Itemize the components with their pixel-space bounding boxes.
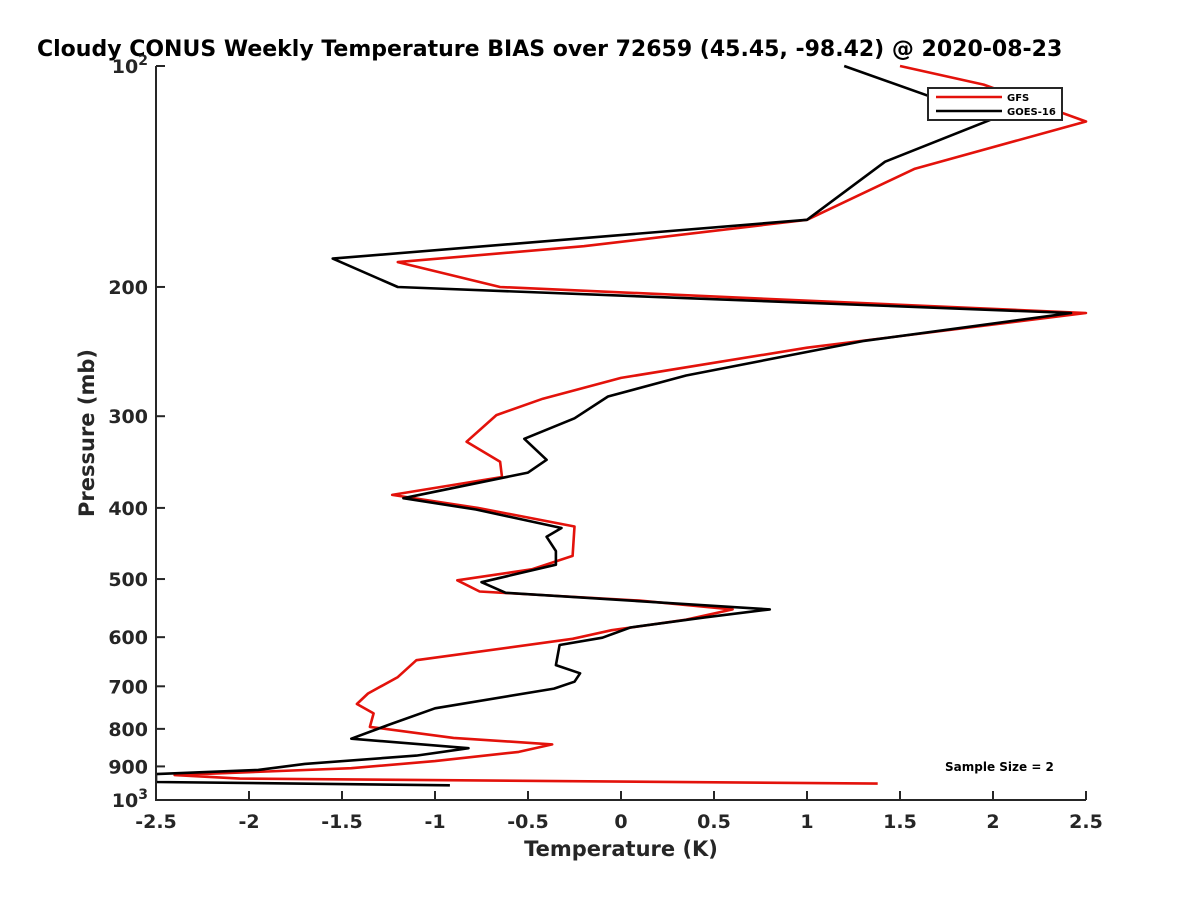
- y-axis-label: Pressure (mb): [75, 349, 99, 517]
- x-tick-label: 2: [986, 811, 999, 833]
- x-tick-label: 0: [614, 811, 627, 833]
- series-line-goes16: [156, 64, 1073, 787]
- x-tick-label: -1: [424, 811, 445, 833]
- x-tick-label: 0.5: [697, 811, 731, 833]
- x-tick-label: -2.5: [135, 811, 177, 833]
- x-tick-label: -1.5: [321, 811, 363, 833]
- x-tick-label: 1: [800, 811, 813, 833]
- axes: [155, 66, 1086, 801]
- x-tick-label: 2.5: [1069, 811, 1103, 833]
- x-tick-label: -0.5: [507, 811, 549, 833]
- y-ticks: 102 200 300 400 500 600 700 800 900 103: [108, 53, 165, 812]
- y-tick-label: 700: [108, 676, 148, 698]
- plot-area: [156, 64, 1088, 787]
- y-tick-label: 600: [108, 627, 148, 649]
- y-tick-label: 500: [108, 569, 148, 591]
- x-axis-label: Temperature (K): [524, 837, 718, 861]
- y-tick-label: 800: [108, 719, 148, 741]
- y-tick-label: 300: [108, 406, 148, 428]
- legend-box: [927, 87, 1063, 121]
- sample-size-annotation: Sample Size = 2: [945, 760, 1054, 774]
- x-tick-label: 1.5: [883, 811, 917, 833]
- y-tick-label: 102: [112, 53, 148, 78]
- y-tick-label: 200: [108, 277, 148, 299]
- x-ticks: -2.5 -2 -1.5 -1 -0.5 0 0.5 1 1.5 2 2.5: [135, 791, 1103, 833]
- y-tick-label: 400: [108, 498, 148, 520]
- chart-title: Cloudy CONUS Weekly Temperature BIAS ove…: [37, 37, 1062, 62]
- x-tick-label: -2: [238, 811, 259, 833]
- y-tick-label: 103: [112, 787, 148, 812]
- legend-label-goes16: GOES-16: [1007, 107, 1056, 118]
- y-tick-label: 900: [108, 756, 148, 778]
- series-line-gfs: [173, 64, 1088, 785]
- legend-label-gfs: GFS: [1007, 93, 1029, 104]
- legend: GFS GOES-16: [927, 87, 1063, 121]
